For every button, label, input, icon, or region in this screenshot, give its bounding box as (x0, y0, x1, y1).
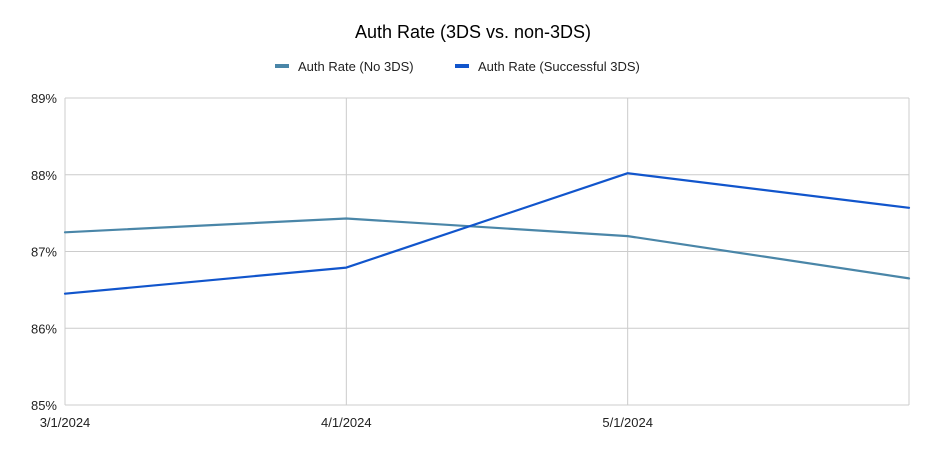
x-tick-label: 3/1/2024 (40, 415, 91, 430)
y-tick-label: 85% (31, 398, 57, 413)
legend-label: Auth Rate (Successful 3DS) (478, 59, 640, 74)
y-tick-label: 88% (31, 168, 57, 183)
x-tick-label: 5/1/2024 (602, 415, 653, 430)
legend-label: Auth Rate (No 3DS) (298, 59, 414, 74)
grid (64, 97, 910, 406)
axis-ticks: 85% 86% 87% 88% 89% 3/1/2024 4/1/2024 5/1/2024 (31, 91, 653, 430)
y-tick-label: 87% (31, 245, 57, 260)
series-line-2 (63, 172, 911, 295)
y-tick-label: 89% (31, 91, 57, 106)
legend: Auth Rate (No 3DS) Auth Rate (Successful … (275, 59, 640, 74)
y-tick-label: 86% (31, 321, 57, 336)
chart-title: Auth Rate (3DS vs. non-3DS) (355, 22, 591, 42)
legend-item: Auth Rate (No 3DS) (275, 59, 414, 74)
x-tick-label: 4/1/2024 (321, 415, 372, 430)
series-lines (63, 172, 911, 295)
series-line-1 (63, 217, 911, 280)
legend-item: Auth Rate (Successful 3DS) (455, 59, 640, 74)
